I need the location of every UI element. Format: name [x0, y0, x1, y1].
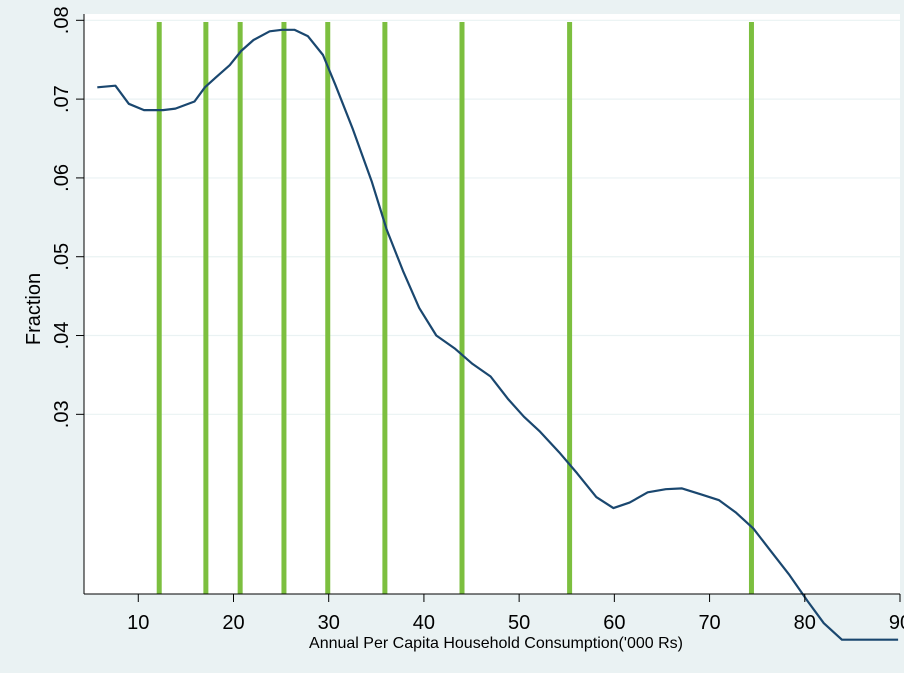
x-tick-label: 30	[318, 612, 340, 634]
x-ticks: 10 20 30 40 50 60 70 80 90	[127, 594, 904, 634]
x-tick-label: 20	[222, 612, 244, 634]
grid-lines	[84, 19, 900, 415]
plot-area	[84, 14, 900, 594]
y-tick-label: .08	[51, 6, 73, 34]
y-tick-label: .05	[51, 243, 73, 271]
x-axis-title: Annual Per Capita Household Consumption(…	[309, 635, 683, 652]
series-layer	[97, 28, 899, 641]
y-ticks: .03 .04 .05 .06 .07 .08	[51, 6, 84, 428]
y-tick-label: .06	[51, 164, 73, 192]
y-tick-label: .03	[51, 400, 73, 428]
x-tick-label: 70	[698, 612, 720, 634]
x-tick-label: 10	[127, 612, 149, 634]
x-tick-label: 80	[794, 612, 816, 634]
x-tick-label: 60	[603, 612, 625, 634]
axes	[83, 14, 900, 595]
y-axis-title: Fraction	[23, 273, 45, 345]
y-tick-label: .07	[51, 85, 73, 113]
x-tick-label: 50	[508, 612, 530, 634]
y-tick-label: .04	[51, 322, 73, 350]
x-tick-label: 90	[889, 612, 904, 634]
series-line	[97, 28, 899, 641]
x-tick-label: 40	[413, 612, 435, 634]
vertical-reference-lines	[156, 22, 754, 594]
